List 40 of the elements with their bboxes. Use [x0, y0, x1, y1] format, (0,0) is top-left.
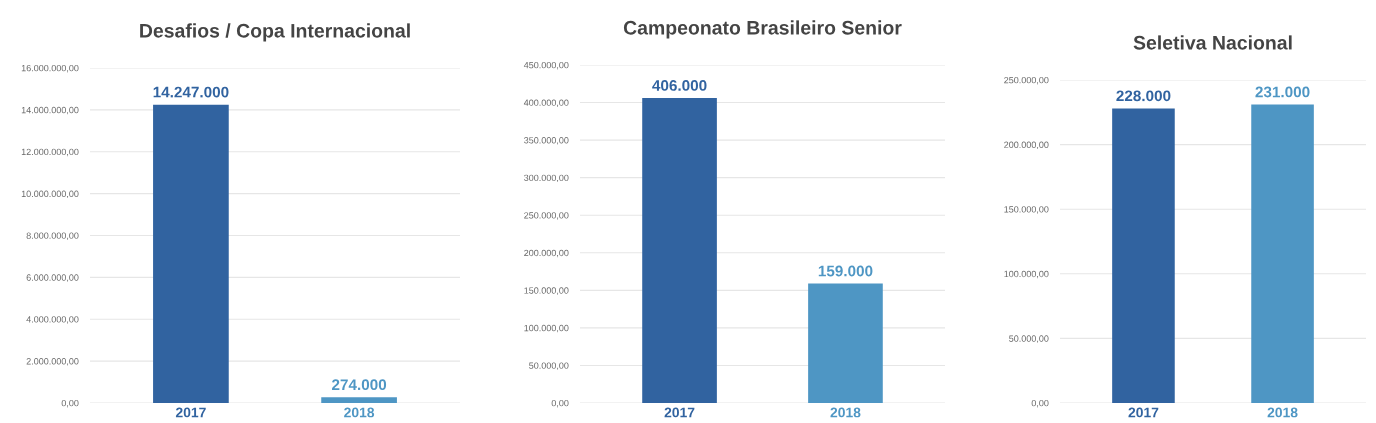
y-tick-label: 6.000.000,00 [26, 274, 79, 282]
y-tick-label: 8.000.000,00 [26, 232, 79, 240]
y-tick-label: 400.000,00 [523, 99, 569, 107]
data-label: 159.000 [818, 265, 873, 277]
y-tick-label: 50.000,00 [529, 362, 569, 370]
chart-title: Seletiva Nacional [1133, 35, 1292, 50]
y-tick-label: 14.000.000,00 [21, 106, 79, 115]
data-label: 406.000 [652, 80, 707, 91]
y-tick-label: 0,00 [551, 399, 569, 408]
data-label: 231.000 [1255, 86, 1310, 98]
y-tick-label: 200.000,00 [1004, 141, 1049, 150]
y-tick-label: 12.000.000,00 [21, 148, 79, 157]
y-tick-label: 10.000.000,00 [21, 190, 79, 199]
y-tick-label: 16.000.000,00 [21, 64, 79, 73]
y-tick-label: 150.000,00 [1004, 206, 1049, 214]
x-tick-label: 2017 [664, 407, 695, 418]
data-label: 14.247.000 [153, 86, 229, 98]
y-tick-label: 450.000,00 [523, 61, 569, 70]
y-tick-label: 250.000,00 [1004, 76, 1049, 85]
x-tick-label: 2018 [344, 407, 375, 418]
y-tick-label: 50.000,00 [1009, 335, 1049, 343]
y-tick-label: 0,00 [1031, 399, 1049, 408]
chart-title: Desafios / Copa Internacional [140, 23, 410, 42]
data-label: 274.000 [332, 379, 387, 391]
x-tick-label: 2017 [1128, 407, 1159, 418]
y-tick-label: 0,00 [61, 399, 79, 408]
chart-title: Campeonato Brasileiro Senior [623, 20, 902, 39]
y-tick-label: 2.000.000,00 [26, 358, 79, 366]
y-tick-label: 200.000,00 [524, 249, 569, 258]
data-label: 228.000 [1116, 90, 1171, 102]
y-tick-label: 300.000,00 [524, 174, 569, 183]
y-tick-label: 150.000,00 [524, 287, 569, 295]
y-tick-label: 350.000,00 [524, 137, 569, 145]
y-tick-label: 100.000,00 [1004, 270, 1049, 279]
x-tick-label: 2018 [1267, 407, 1298, 418]
y-tick-label: 250.000,00 [524, 212, 569, 220]
y-tick-label: 100.000,00 [524, 324, 569, 333]
x-tick-label: 2017 [175, 407, 206, 418]
y-tick-label: 4.000.000,00 [26, 316, 79, 324]
x-tick-label: 2018 [830, 407, 861, 418]
